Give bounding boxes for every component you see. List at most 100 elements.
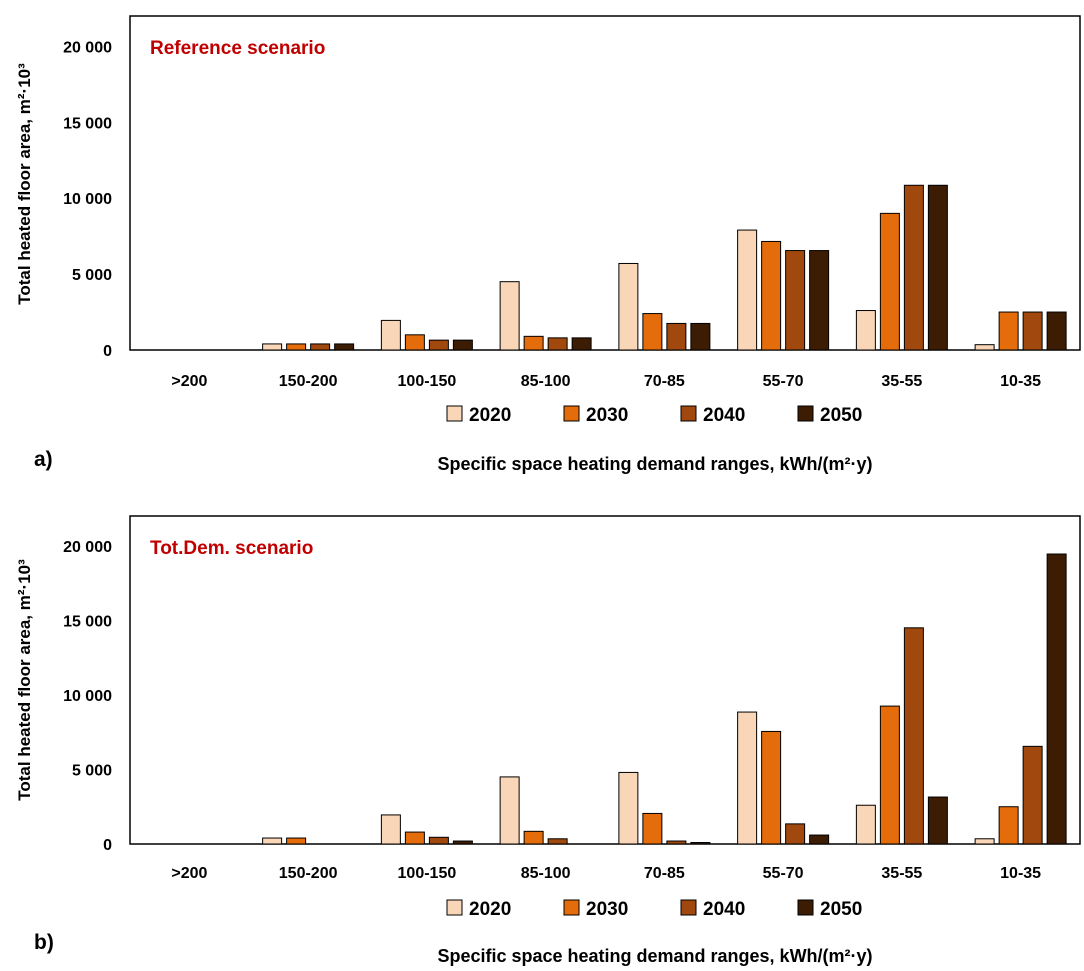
bar-2030-6 xyxy=(761,730,782,845)
bar-2020-7 xyxy=(855,310,876,351)
bar-2050-5 xyxy=(690,322,711,351)
chart-title: Tot.Dem. scenario xyxy=(150,538,313,559)
legend-label-2040: 2040 xyxy=(703,899,745,920)
x-tick-label: 55-70 xyxy=(763,865,804,882)
y-tick-label: 5 000 xyxy=(72,267,112,284)
bar-2020-7 xyxy=(855,804,876,845)
x-tick-label: >200 xyxy=(171,865,207,882)
bar-2020-6 xyxy=(737,229,758,351)
panel-label: b) xyxy=(34,931,54,954)
bar-2040-3 xyxy=(428,339,449,351)
bar-2050-3 xyxy=(452,339,473,351)
bar-2050-2 xyxy=(334,343,355,351)
bar-2050-8 xyxy=(1046,553,1067,845)
bar-2050-7 xyxy=(927,796,948,845)
bar-2020-3 xyxy=(380,319,401,351)
x-tick-label: 55-70 xyxy=(763,373,804,390)
bar-2020-6 xyxy=(737,711,758,845)
bar-2020-4 xyxy=(499,281,520,351)
y-tick-label: 20 000 xyxy=(63,539,112,556)
bar-2030-5 xyxy=(642,313,663,351)
bar-2030-4 xyxy=(523,830,544,845)
bar-2020-2 xyxy=(262,837,283,845)
x-tick-label: 10-35 xyxy=(1000,865,1041,882)
legend-swatch-2040 xyxy=(680,405,697,422)
legend-label-2040: 2040 xyxy=(703,405,745,426)
bar-2030-7 xyxy=(879,705,900,845)
legend-label-2050: 2050 xyxy=(820,405,862,426)
y-tick-label: 0 xyxy=(103,837,112,854)
bar-2040-8 xyxy=(1022,745,1043,845)
legend-label-2020: 2020 xyxy=(469,899,511,920)
x-tick-label: 70-85 xyxy=(644,373,685,390)
bar-2040-7 xyxy=(903,627,924,845)
y-tick-label: 15 000 xyxy=(63,115,112,132)
y-tick-label: 10 000 xyxy=(63,191,112,208)
bar-2050-8 xyxy=(1046,311,1067,351)
x-tick-label: 85-100 xyxy=(521,373,571,390)
legend-swatch-2040 xyxy=(680,899,697,916)
bar-2050-3 xyxy=(452,840,473,845)
chart-panel-b: 0 5 000 10 000 15 000 20 000 Total heated flo… xyxy=(15,515,1081,966)
bar-2040-5 xyxy=(666,322,687,351)
bar-2030-8 xyxy=(998,311,1019,351)
legend-label-2020: 2020 xyxy=(469,405,511,426)
bar-2040-4 xyxy=(547,337,568,351)
x-axis-label: Specific space heating demand ranges, kW… xyxy=(437,454,872,474)
bar-2040-2 xyxy=(310,343,331,351)
bar-2040-4 xyxy=(547,838,568,845)
bar-2020-8 xyxy=(974,344,995,351)
x-tick-label: 35-55 xyxy=(881,865,922,882)
bar-2030-3 xyxy=(404,334,425,351)
y-tick-label: 15 000 xyxy=(63,613,112,630)
bar-2040-6 xyxy=(785,250,806,351)
bar-2050-6 xyxy=(809,250,830,351)
bar-2020-5 xyxy=(618,771,639,845)
bar-2020-2 xyxy=(262,343,283,351)
legend-swatch-2050 xyxy=(797,405,814,422)
x-tick-label: 150-200 xyxy=(279,373,338,390)
chart-title: Reference scenario xyxy=(150,38,325,59)
bar-2030-2 xyxy=(286,837,307,845)
bar-2030-5 xyxy=(642,812,663,845)
x-axis-label: Specific space heating demand ranges, kW… xyxy=(437,946,872,966)
bar-2020-3 xyxy=(380,814,401,845)
bar-2050-7 xyxy=(927,184,948,351)
bar-2030-8 xyxy=(998,806,1019,845)
y-tick-label: 0 xyxy=(103,343,112,360)
bar-2030-7 xyxy=(879,212,900,351)
bar-2020-5 xyxy=(618,262,639,351)
bar-2040-3 xyxy=(428,836,449,845)
bar-2030-3 xyxy=(404,831,425,845)
bar-2040-5 xyxy=(666,840,687,845)
x-tick-label: 10-35 xyxy=(1000,373,1041,390)
x-tick-label: 85-100 xyxy=(521,865,571,882)
bar-2030-4 xyxy=(523,335,544,351)
y-axis-label: Total heated floor area, m²·10³ xyxy=(15,63,34,305)
y-tick-label: 20 000 xyxy=(63,39,112,56)
y-tick-label: 10 000 xyxy=(63,688,112,705)
x-tick-label: 70-85 xyxy=(644,865,685,882)
bar-2040-6 xyxy=(785,823,806,845)
bar-2020-8 xyxy=(974,838,995,845)
y-axis-label: Total heated floor area, m²·10³ xyxy=(15,559,34,801)
panel-label: a) xyxy=(34,448,53,471)
bar-2050-5 xyxy=(690,842,711,845)
legend-label-2050: 2050 xyxy=(820,899,862,920)
legend-swatch-2030 xyxy=(563,899,580,916)
legend-swatch-2030 xyxy=(563,405,580,422)
bar-2030-2 xyxy=(286,343,307,351)
bar-2050-4 xyxy=(571,337,592,351)
plot-area-frame xyxy=(129,515,1081,845)
legend-label-2030: 2030 xyxy=(586,899,628,920)
legend-swatch-2020 xyxy=(446,405,463,422)
x-tick-label: 100-150 xyxy=(398,865,457,882)
bar-2030-6 xyxy=(761,240,782,351)
bar-2020-4 xyxy=(499,776,520,845)
x-tick-label: 100-150 xyxy=(398,373,457,390)
bar-2040-7 xyxy=(903,184,924,351)
bar-2040-8 xyxy=(1022,311,1043,351)
plot-area-frame xyxy=(129,15,1081,351)
y-tick-label: 5 000 xyxy=(72,762,112,779)
